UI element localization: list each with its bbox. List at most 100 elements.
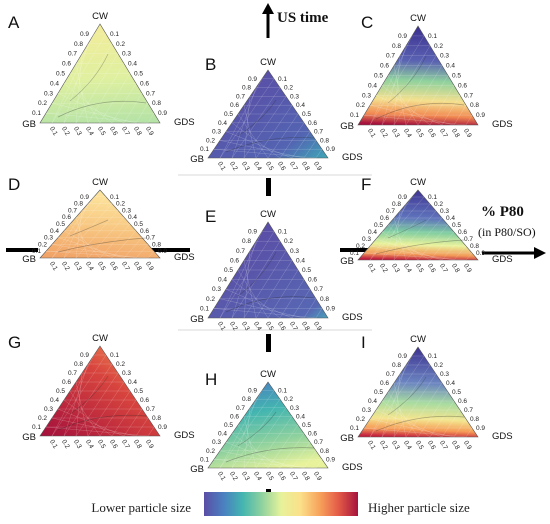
tick-label: 0.8 <box>242 396 251 403</box>
tick-label: 0.1 <box>48 261 59 273</box>
p80-label: % P80 <box>481 204 524 220</box>
grid-line <box>75 381 89 437</box>
vertex-label-top: CW <box>92 333 108 344</box>
tick-label: 0.3 <box>362 236 371 243</box>
tick-label: 0.3 <box>362 407 371 414</box>
tick-label: 0.2 <box>38 241 47 248</box>
tick-label: 0.6 <box>308 120 317 127</box>
tick-label: 0.3 <box>440 371 449 378</box>
ternary-triangle <box>207 221 329 319</box>
vertex-label-left: GB <box>340 256 354 267</box>
grid-line <box>51 244 137 259</box>
grid-line <box>381 203 407 261</box>
contour-line <box>225 447 315 463</box>
grid-line <box>51 102 137 124</box>
tick-label: 0.2 <box>116 361 125 368</box>
grid-line <box>69 390 101 437</box>
grid-line <box>231 122 281 159</box>
grid-line <box>57 408 125 437</box>
tick-label: 0.7 <box>120 439 131 451</box>
tick-label: 0.2 <box>38 415 47 422</box>
grid-line <box>87 63 125 124</box>
tick-label: 0.8 <box>392 362 401 369</box>
contour-line <box>69 53 109 102</box>
tick-label: 0.5 <box>264 471 275 483</box>
tick-label: 0.2 <box>356 416 365 423</box>
tick-label: 0.1 <box>278 388 287 395</box>
grid-line <box>363 114 467 126</box>
tick-label: 0.3 <box>212 286 221 293</box>
tick-label: 0.1 <box>200 305 209 312</box>
tick-label: 0.2 <box>60 261 71 273</box>
tick-label: 0.4 <box>128 214 137 221</box>
grid-line <box>213 148 317 159</box>
tick-label: 0.3 <box>240 321 251 333</box>
grid-line <box>219 140 305 159</box>
grid-line <box>465 252 473 261</box>
grid-line <box>219 231 263 319</box>
tick-label: 0.3 <box>240 471 251 483</box>
tick-label: 0.6 <box>62 379 71 386</box>
tick-label: 0.4 <box>446 215 455 222</box>
tick-label: 0.8 <box>152 100 161 107</box>
tick-label: 0.6 <box>426 263 437 275</box>
connector-v2 <box>266 334 271 352</box>
grid-line <box>291 289 311 319</box>
panel-d: 0.10.10.90.20.20.80.30.30.70.40.40.60.5 0… <box>8 175 195 272</box>
grid-line <box>381 364 431 438</box>
tick-label: 0.7 <box>68 207 77 214</box>
tick-label: 0.1 <box>48 126 59 138</box>
grid-line <box>225 441 293 469</box>
grid-line <box>465 427 473 438</box>
vertex-label-right: GDS <box>174 430 195 441</box>
colorbar-low-label: Lower particle size <box>91 500 191 515</box>
grid-line <box>63 363 89 437</box>
grid-line <box>315 459 323 469</box>
tick-label: 0.5 <box>56 221 65 228</box>
grid-line <box>231 87 257 159</box>
grid-line <box>417 75 449 126</box>
tick-label: 0.4 <box>368 398 377 405</box>
vertex-label-right: GDS <box>174 117 195 128</box>
grid-line <box>387 75 419 126</box>
ternary-triangle <box>39 23 161 124</box>
tick-label: 0.9 <box>326 305 335 312</box>
tick-label: 0.2 <box>206 296 215 303</box>
tick-label: 0.6 <box>276 321 287 333</box>
tick-label: 0.8 <box>132 439 143 451</box>
grid-line <box>69 223 101 259</box>
connector-v1 <box>266 178 271 196</box>
tick-label: 0.4 <box>252 161 263 173</box>
grid-line <box>369 35 413 126</box>
tick-label: 0.5 <box>302 267 311 274</box>
tick-label: 0.7 <box>464 92 473 99</box>
grid-line <box>75 53 119 124</box>
contour-line <box>387 55 427 104</box>
tick-label: 0.1 <box>200 456 209 463</box>
panel-e: 0.10.10.90.20.20.80.30.30.70.40.40.60.5 0… <box>190 207 362 332</box>
ternary-triangle <box>357 189 479 261</box>
tick-label: 0.9 <box>476 425 485 432</box>
tick-label: 0.2 <box>356 102 365 109</box>
tick-label: 0.8 <box>74 361 83 368</box>
grid-line <box>369 355 425 438</box>
grid-line <box>135 244 149 259</box>
tick-label: 0.9 <box>398 353 407 360</box>
tick-label: 0.7 <box>464 407 473 414</box>
tick-label: 0.8 <box>470 416 479 423</box>
tick-label: 0.1 <box>350 250 359 257</box>
tick-label: 0.1 <box>110 31 119 38</box>
tick-label: 0.4 <box>50 80 59 87</box>
grid-line <box>45 426 149 437</box>
ternary-triangle <box>39 189 161 259</box>
tick-label: 0.3 <box>72 261 83 273</box>
grid-line <box>219 78 275 159</box>
grid-line <box>75 53 83 124</box>
tick-label: 0.1 <box>428 33 437 40</box>
tick-label: 0.8 <box>320 296 329 303</box>
tick-label: 0.1 <box>110 352 119 359</box>
vertex-label-top: CW <box>410 334 426 345</box>
grid-line <box>417 391 449 438</box>
grid-line <box>123 408 143 437</box>
